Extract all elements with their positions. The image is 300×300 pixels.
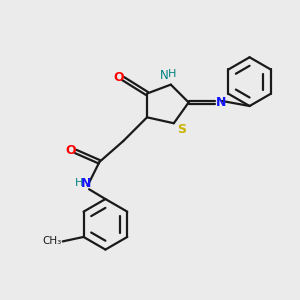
Text: S: S xyxy=(178,123,187,136)
Text: N: N xyxy=(216,96,226,109)
Text: H: H xyxy=(75,178,83,188)
Text: O: O xyxy=(113,71,124,84)
Text: N: N xyxy=(160,69,169,82)
Text: H: H xyxy=(168,69,176,79)
Text: N: N xyxy=(81,177,91,190)
Text: O: O xyxy=(65,143,76,157)
Text: CH₃: CH₃ xyxy=(42,236,61,246)
